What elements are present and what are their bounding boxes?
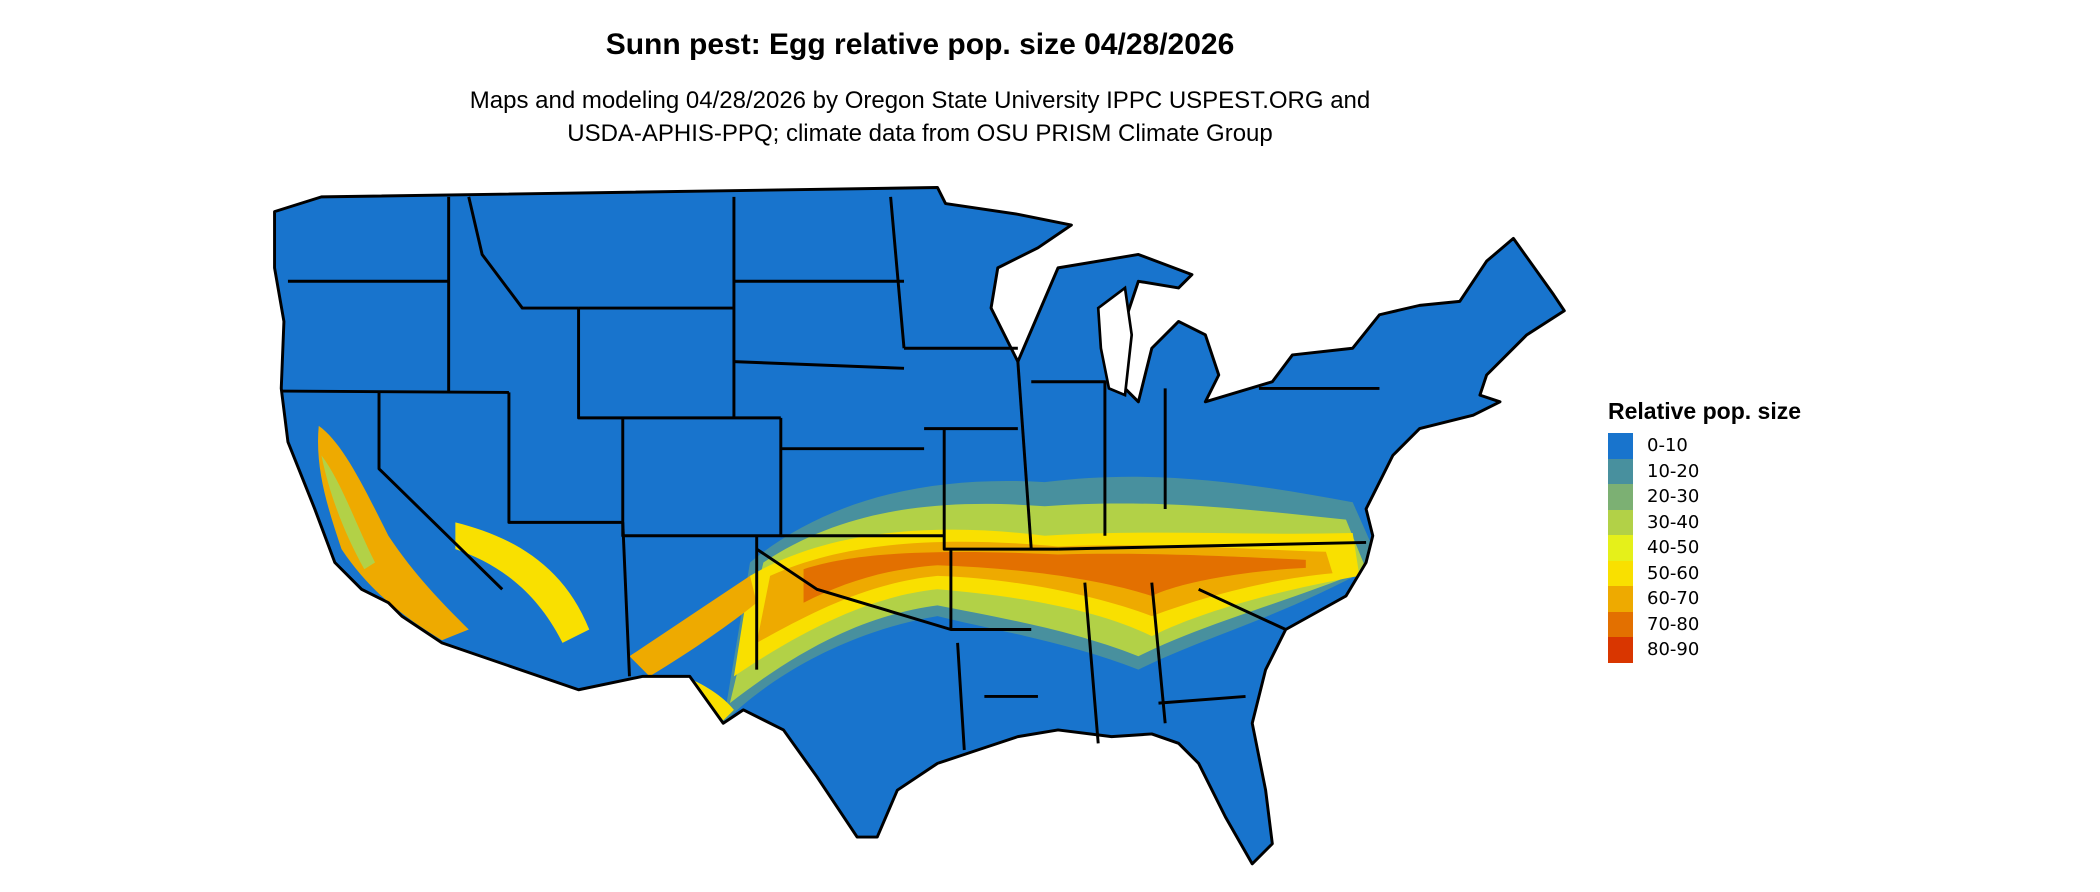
legend-item: 50-60 (1608, 560, 1801, 586)
heat-layer (318, 425, 1380, 724)
zone-california (318, 425, 469, 641)
zone-california-edge (321, 455, 375, 570)
zone-newmexico (629, 575, 757, 677)
legend-item: 10-20 (1608, 458, 1801, 484)
legend-label: 50-60 (1647, 562, 1700, 584)
legend-item: 30-40 (1608, 509, 1801, 535)
map-title: Sunn pest: Egg relative pop. size 04/28/… (605, 28, 1235, 61)
zone-southwest (455, 522, 590, 643)
legend-label: 80-90 (1647, 639, 1700, 661)
legend-swatch (1608, 484, 1633, 510)
legend-item: 20-30 (1608, 484, 1801, 510)
map-subtitle: Maps and modeling 04/28/2026 by Oregon S… (0, 84, 1840, 150)
legend-item: 60-70 (1608, 586, 1801, 612)
legend-swatch (1608, 509, 1633, 535)
lake-michigan (1096, 285, 1134, 398)
legend-label: 30-40 (1647, 511, 1700, 533)
legend-label: 70-80 (1647, 613, 1700, 635)
legend-swatch (1608, 433, 1633, 459)
state-borders (273, 186, 1566, 866)
legend-label: 40-50 (1647, 537, 1700, 559)
legend-title: Relative pop. size (1608, 398, 1802, 424)
legend-label: 60-70 (1647, 588, 1700, 610)
legend-swatch (1608, 637, 1633, 663)
legend-swatch (1608, 458, 1633, 484)
legend-item: 0-10 (1608, 433, 1801, 459)
legend-item: 80-90 (1608, 637, 1801, 663)
legend-label: 10-20 (1647, 460, 1700, 482)
zone-70-80 (803, 552, 1306, 603)
subtitle-line-2: USDA-APHIS-PPQ; climate data from OSU PR… (567, 120, 1273, 147)
legend-swatch (1608, 560, 1633, 586)
legend-swatch (1608, 611, 1633, 637)
subtitle-line-1: Maps and modeling 04/28/2026 by Oregon S… (469, 87, 1371, 114)
legend-swatch (1608, 586, 1633, 612)
legend: Relative pop. size 0-10 10-20 20-30 30-40 40… (1608, 398, 1801, 663)
legend-swatch (1608, 535, 1633, 561)
legend-item: 70-80 (1608, 611, 1801, 637)
legend-label: 0-10 (1647, 435, 1688, 457)
legend-item: 40-50 (1608, 535, 1801, 561)
legend-label: 20-30 (1647, 486, 1700, 508)
